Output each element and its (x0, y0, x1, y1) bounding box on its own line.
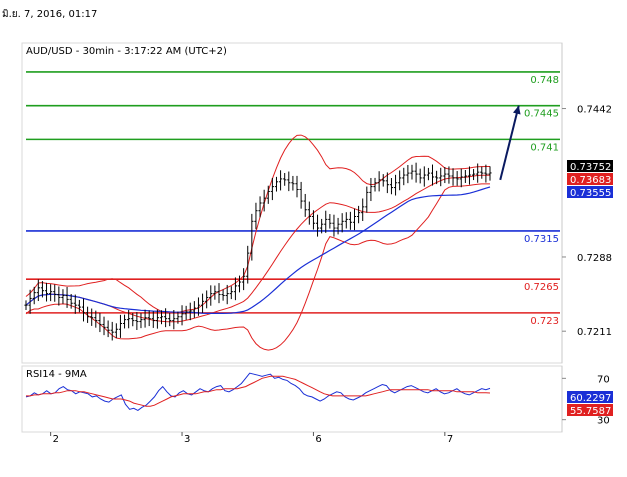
level-label: 0.748 (530, 75, 559, 86)
rsi-chart-title: RSI14 - 9MA (26, 369, 87, 380)
bollinger-upper-band (25, 134, 490, 314)
rsi-axis-tick-label: 70 (597, 374, 610, 385)
price-axis-tick-label: 0.7288 (577, 253, 612, 264)
rsi-badge-label: 60.2297 (570, 393, 611, 404)
level-label: 0.723 (530, 316, 559, 327)
level-label: 0.7445 (524, 109, 559, 120)
rsi-layer: 70 30 60.2297 55.7587 (25, 372, 613, 427)
rsi-panel-border (21, 365, 563, 433)
rsi-line (25, 372, 491, 411)
rsi-badge (567, 391, 613, 403)
price-badge (567, 173, 613, 185)
level-label: 0.741 (530, 142, 559, 153)
level-label: 0.7315 (524, 234, 559, 245)
price-axis-tick-label: 0.7442 (577, 105, 612, 116)
rsi-panel: RSI14 - 9MA 70 30 60.2297 55.7587 (21, 365, 613, 433)
rsi-axis-tick-label: 30 (597, 416, 610, 427)
rsi-badge (567, 404, 613, 416)
forecast-arrow-head (512, 105, 521, 115)
forecast-arrow-shaft (499, 105, 520, 181)
price-axis-tick-label: 0.7211 (577, 327, 612, 338)
price-badge (567, 186, 613, 198)
time-axis: 2 3 6 7 (50, 432, 453, 445)
level-label: 0.7265 (524, 282, 559, 293)
price-badge-label: 0.73555 (570, 188, 611, 199)
price-chart-title: AUD/USD - 30min - 3:17:22 AM (UTC+2) (26, 46, 227, 57)
time-axis-tick-label: 6 (315, 434, 321, 445)
chart-date-time: มิ.ย. 7, 2016, 01:17 (2, 9, 98, 20)
price-panel: AUD/USD - 30min - 3:17:22 AM (UTC+2) 0.7… (21, 42, 613, 364)
price-badge-label: 0.73752 (570, 162, 611, 173)
price-panel-border (21, 42, 563, 364)
time-axis-tick-label: 7 (447, 434, 453, 445)
time-axis-tick-label: 3 (184, 434, 190, 445)
price-badge (567, 160, 613, 172)
rsi-ma-line (26, 375, 491, 407)
price-badge-label: 0.73683 (570, 175, 611, 186)
time-axis-tick-label: 2 (53, 434, 59, 445)
rsi-badge-label: 55.7587 (570, 406, 611, 417)
moving-average-line (25, 186, 491, 314)
price-layer: 0.748 0.7445 0.741 0.7315 0.7265 0.723 0.7442 0… (24, 71, 613, 351)
bollinger-lower-band (25, 183, 490, 351)
